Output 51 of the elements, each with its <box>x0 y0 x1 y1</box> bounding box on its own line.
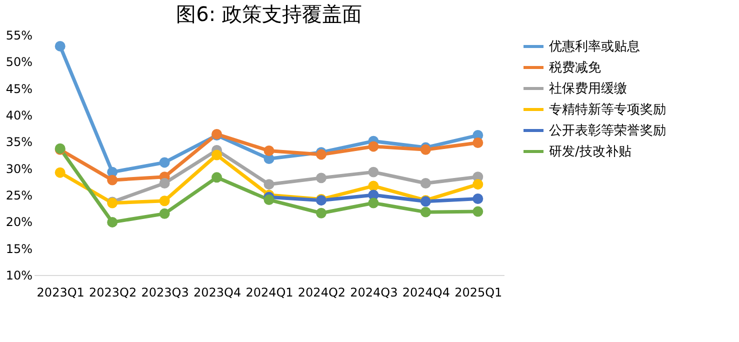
y-tick-label: 20% <box>6 215 32 230</box>
point <box>159 208 170 219</box>
y-tick-label: 55% <box>6 28 32 42</box>
x-tick-label: 2024Q2 <box>298 286 346 300</box>
chart-title: 图6: 政策支持覆盖面 <box>176 2 362 26</box>
point <box>264 179 274 190</box>
x-tick-label: 2023Q4 <box>193 286 242 300</box>
legend-label: 社保费用缓缴 <box>549 82 627 96</box>
legend-label: 公开表彰等荣誉奖励 <box>549 124 666 138</box>
point <box>212 172 222 183</box>
x-tick-label: 2024Q3 <box>350 286 398 300</box>
y-tick-label: 25% <box>6 188 32 202</box>
point <box>368 198 379 208</box>
point <box>420 178 431 188</box>
point <box>107 174 118 186</box>
point <box>107 216 118 228</box>
point <box>316 208 326 218</box>
y-tick-label: 35% <box>6 135 32 150</box>
point <box>159 178 170 188</box>
point <box>159 157 170 168</box>
point <box>54 167 66 178</box>
x-tick-label: 2025Q1 <box>454 286 502 300</box>
y-tick-label: 10% <box>6 268 32 282</box>
point <box>159 196 170 206</box>
point <box>54 40 66 52</box>
x-tick-label: 2024Q4 <box>402 286 450 300</box>
legend-label: 专精特新等专项奖励 <box>549 102 666 118</box>
y-tick-label: 45% <box>6 82 32 96</box>
point <box>368 180 379 192</box>
point <box>472 179 484 190</box>
y-tick-label: 30% <box>6 162 32 176</box>
point <box>264 194 274 206</box>
point <box>472 194 484 204</box>
x-tick-label: 2023Q1 <box>36 286 84 300</box>
legend-label: 优惠利率或贴息 <box>549 38 640 54</box>
y-tick-label: 50% <box>6 55 32 70</box>
legend-label: 研发/技改补贴 <box>549 144 632 160</box>
point <box>420 206 431 218</box>
point <box>472 206 484 217</box>
y-tick-label: 40% <box>6 108 32 122</box>
point <box>368 141 379 152</box>
point <box>316 172 326 184</box>
point <box>368 166 379 178</box>
x-tick-label: 2023Q2 <box>89 286 137 300</box>
point <box>212 150 222 160</box>
x-tick-label: 2024Q1 <box>246 286 294 300</box>
legend-label: 税费减免 <box>549 60 601 76</box>
x-tick-label: 2023Q3 <box>141 286 189 300</box>
y-tick-label: 15% <box>6 242 32 256</box>
point <box>264 146 274 156</box>
point <box>472 138 484 148</box>
